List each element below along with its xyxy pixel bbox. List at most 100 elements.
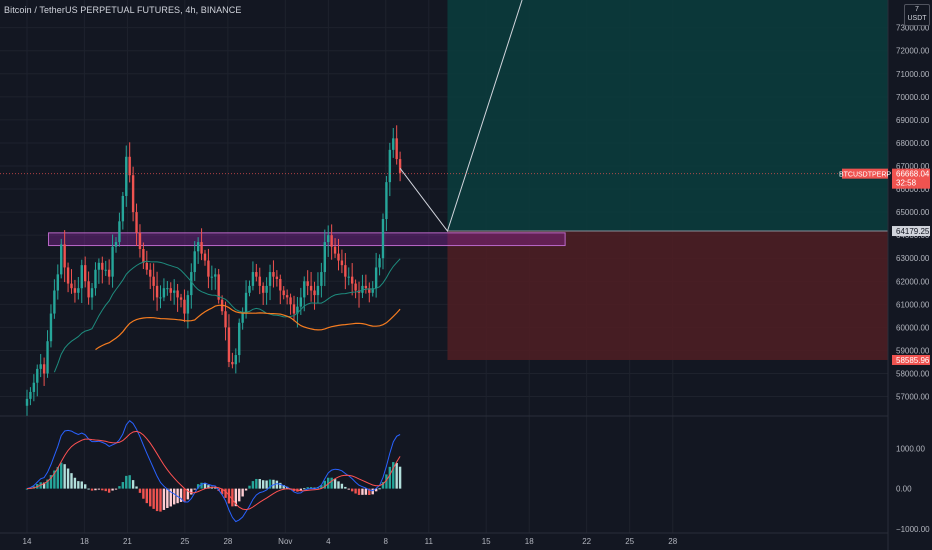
candle-body bbox=[282, 290, 285, 296]
macd-histogram-bar bbox=[285, 486, 289, 489]
candle-body bbox=[214, 274, 217, 277]
macd-histogram-bar bbox=[193, 488, 196, 490]
candle-body bbox=[217, 274, 220, 300]
candle-body bbox=[309, 285, 313, 291]
candle-body bbox=[107, 269, 111, 277]
macd-histogram-bar bbox=[53, 470, 56, 489]
candle-body bbox=[104, 269, 107, 271]
candle-body bbox=[337, 253, 340, 261]
candle-body bbox=[36, 368, 39, 383]
macd-histogram-bar bbox=[104, 488, 107, 492]
macd-histogram-bar bbox=[381, 482, 385, 489]
candle-body bbox=[155, 285, 159, 298]
currency-button[interactable]: 7 USDT bbox=[904, 4, 930, 26]
macd-histogram-bar bbox=[361, 488, 364, 495]
macd-histogram-bar bbox=[265, 480, 268, 489]
candle-body bbox=[101, 262, 104, 270]
macd-histogram-bar bbox=[395, 462, 398, 489]
candle-body bbox=[66, 267, 70, 284]
current-price-tag: 66668.04 bbox=[896, 170, 930, 179]
candle-body bbox=[77, 288, 80, 293]
chart-title: Bitcoin / TetherUS PERPETUAL FUTURES, 4h… bbox=[4, 5, 242, 15]
macd-histogram-bar bbox=[374, 488, 378, 492]
candle-body bbox=[371, 288, 374, 293]
candle-body bbox=[323, 242, 326, 273]
candle-body bbox=[306, 281, 309, 286]
macd-histogram-bar bbox=[121, 482, 125, 489]
macd-histogram-bar bbox=[261, 480, 265, 489]
candle-body bbox=[169, 288, 172, 293]
candle-body bbox=[203, 253, 207, 261]
macd-histogram-bar bbox=[313, 487, 316, 489]
entry-price-tag: 64179.25 bbox=[896, 227, 930, 236]
time-tick-label: 8 bbox=[384, 537, 389, 546]
macd-histogram-bar bbox=[73, 477, 77, 489]
candle-body bbox=[354, 283, 357, 291]
candle-body bbox=[118, 221, 121, 243]
current-price-tag-bg bbox=[892, 168, 930, 189]
macd-histogram-bar bbox=[145, 488, 149, 504]
macd-histogram-bar bbox=[241, 488, 244, 497]
macd-histogram-bar bbox=[344, 486, 347, 489]
time-tick-label: 18 bbox=[525, 537, 534, 546]
time-tick-label: 25 bbox=[180, 537, 189, 546]
price-tick-label: 60000.00 bbox=[896, 323, 930, 332]
candle-body bbox=[340, 260, 344, 266]
entry-price-tag-bg bbox=[892, 226, 930, 237]
candle-body bbox=[159, 297, 162, 299]
candle-body bbox=[378, 258, 381, 268]
candle-body bbox=[56, 274, 60, 291]
macd-histogram-bar bbox=[238, 488, 241, 502]
price-tick-label: 72000.00 bbox=[896, 47, 930, 56]
candle-body bbox=[327, 235, 330, 243]
candle-body bbox=[190, 272, 193, 296]
candle-body bbox=[207, 260, 210, 277]
candle-body bbox=[292, 304, 296, 314]
candle-body bbox=[374, 267, 378, 289]
candle-body bbox=[330, 235, 333, 247]
price-tick-label: 70000.00 bbox=[896, 93, 930, 102]
price-tick-label: 61000.00 bbox=[896, 300, 930, 309]
candle-body bbox=[279, 278, 282, 291]
price-tick-label: 62000.00 bbox=[896, 277, 930, 286]
macd-histogram-bar bbox=[90, 488, 94, 491]
candle-body bbox=[350, 276, 354, 284]
macd-histogram-bar bbox=[227, 488, 231, 504]
candle-body bbox=[344, 265, 347, 277]
macd-histogram-bar bbox=[220, 488, 224, 495]
macd-pane bbox=[25, 420, 402, 523]
macd-histogram-bar bbox=[111, 488, 114, 491]
time-tick-label: 11 bbox=[425, 537, 434, 546]
candle-body bbox=[183, 299, 186, 314]
candle-body bbox=[145, 262, 149, 270]
candle-body bbox=[94, 269, 97, 289]
macd-histogram-bar bbox=[224, 488, 227, 498]
macd-histogram-bar bbox=[80, 481, 83, 489]
candle-body bbox=[261, 285, 265, 293]
macd-tick-label: −1000.00 bbox=[896, 525, 930, 534]
price-tick-label: 59000.00 bbox=[896, 346, 930, 355]
candle-body bbox=[29, 391, 32, 399]
candle-body bbox=[364, 285, 368, 289]
currency-label: USDT bbox=[907, 15, 927, 22]
signal-line bbox=[26, 430, 401, 511]
candle-body bbox=[398, 159, 402, 173]
time-tick-label: 28 bbox=[223, 537, 232, 546]
candle-body bbox=[179, 297, 183, 300]
price-tick-label: 65000.00 bbox=[896, 208, 930, 217]
candle-body bbox=[385, 182, 388, 220]
macd-histogram-bar bbox=[340, 483, 344, 489]
macd-histogram-bar bbox=[200, 482, 203, 489]
macd-histogram-bar bbox=[330, 477, 333, 489]
candle-body bbox=[248, 285, 251, 293]
candle-body bbox=[39, 364, 42, 369]
candle-body bbox=[80, 265, 83, 289]
macd-histogram-bar bbox=[306, 487, 309, 489]
macd-histogram-bar bbox=[179, 488, 183, 502]
candle-body bbox=[296, 306, 299, 314]
price-tick-label: 67000.00 bbox=[896, 162, 930, 171]
candle-body bbox=[210, 276, 214, 278]
candle-body bbox=[111, 246, 114, 277]
time-tick-label: Nov bbox=[278, 537, 292, 546]
